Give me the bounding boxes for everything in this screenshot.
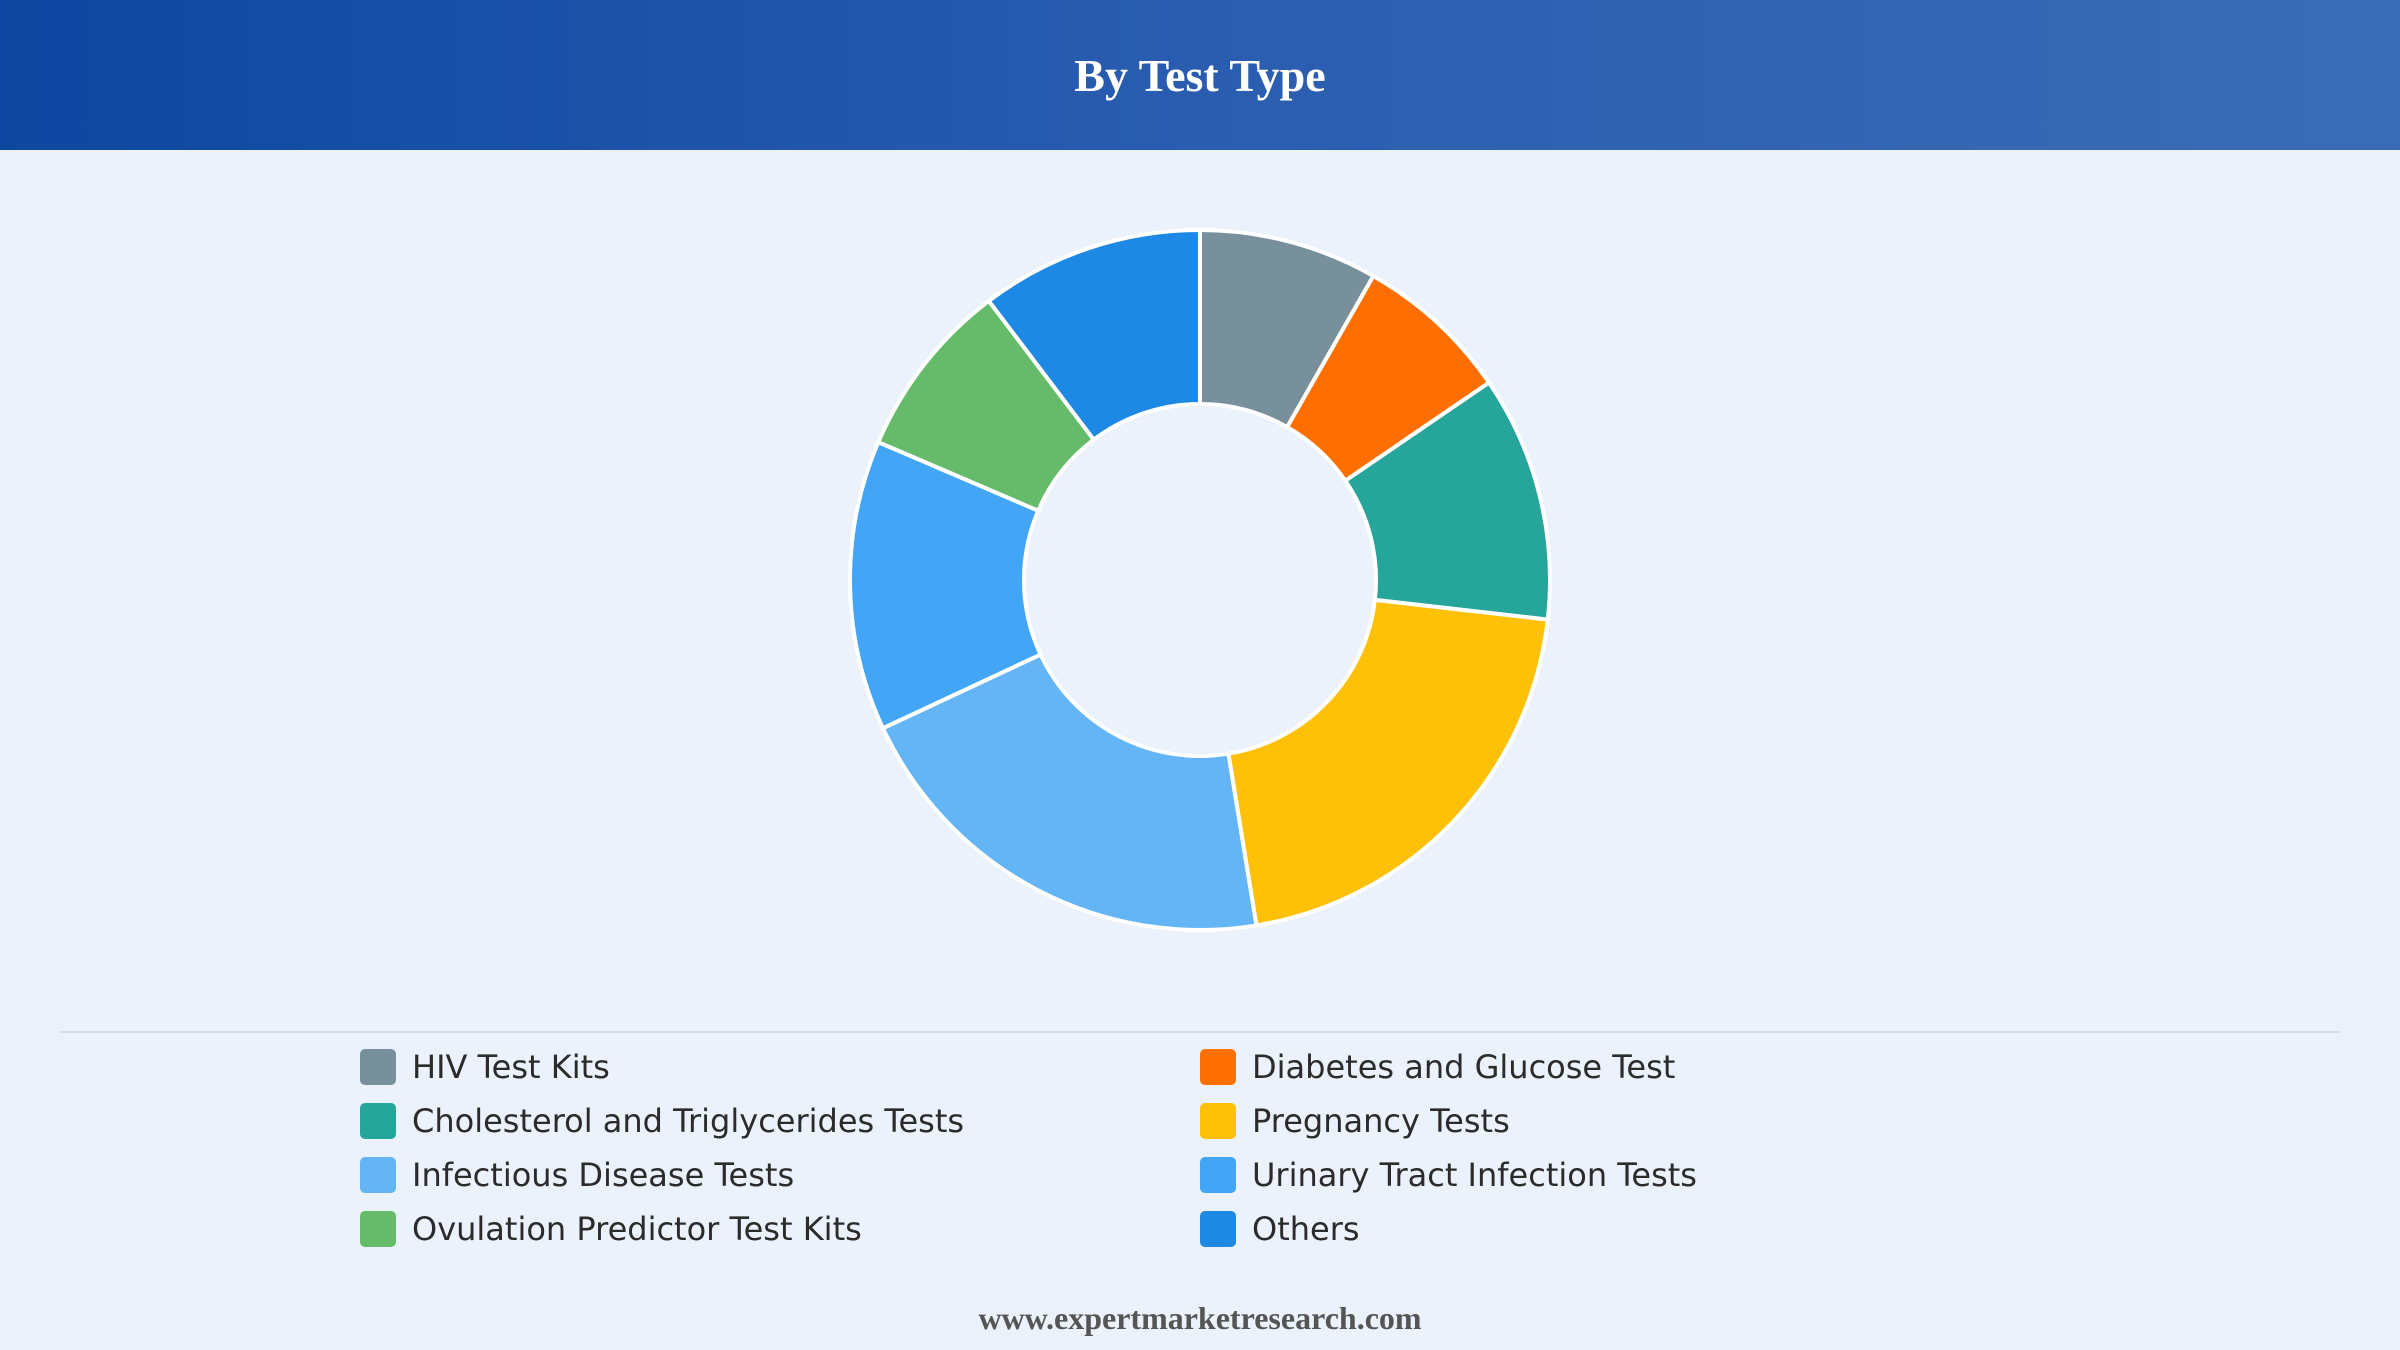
legend-label: HIV Test Kits — [412, 1048, 610, 1086]
donut-slice-others[interactable] — [986, 228, 1202, 442]
legend-divider — [60, 1031, 2340, 1033]
legend-swatch — [360, 1049, 396, 1085]
legend-item-infectious-disease-tests[interactable]: Infectious Disease Tests — [360, 1148, 794, 1202]
legend-item-others[interactable]: Others — [1200, 1202, 1360, 1256]
donut-slice-infectious-disease-tests[interactable] — [880, 652, 1259, 932]
legend-swatch — [360, 1157, 396, 1193]
legend-item-urinary-tract-infection-tests[interactable]: Urinary Tract Infection Tests — [1200, 1148, 1697, 1202]
legend-label: Others — [1252, 1210, 1360, 1248]
legend-item-ovulation-predictor-test-kits[interactable]: Ovulation Predictor Test Kits — [360, 1202, 862, 1256]
header-banner: By Test Type — [0, 0, 2400, 150]
donut-slice-urinary-tract-infection-tests[interactable] — [848, 440, 1043, 731]
legend-item-cholesterol-and-triglycerides-tests[interactable]: Cholesterol and Triglycerides Tests — [360, 1094, 964, 1148]
legend-label: Diabetes and Glucose Test — [1252, 1048, 1676, 1086]
legend-swatch — [1200, 1157, 1236, 1193]
legend-item-pregnancy-tests[interactable]: Pregnancy Tests — [1200, 1094, 1510, 1148]
chart-area — [0, 150, 2400, 1030]
legend-swatch — [1200, 1211, 1236, 1247]
donut-chart — [848, 228, 1552, 932]
chart-legend: HIV Test Kits Diabetes and Glucose Test Ch… — [0, 1040, 2400, 1260]
legend-label: Urinary Tract Infection Tests — [1252, 1156, 1697, 1194]
legend-swatch — [1200, 1049, 1236, 1085]
legend-label: Cholesterol and Triglycerides Tests — [412, 1102, 965, 1140]
donut-slice-pregnancy-tests[interactable] — [1226, 597, 1550, 928]
legend-swatch — [360, 1211, 396, 1247]
legend-item-hiv-test-kits[interactable]: HIV Test Kits — [360, 1040, 610, 1094]
legend-swatch — [1200, 1103, 1236, 1139]
chart-title: By Test Type — [1074, 49, 1326, 101]
legend-label: Ovulation Predictor Test Kits — [412, 1210, 862, 1248]
legend-label: Infectious Disease Tests — [412, 1156, 795, 1194]
legend-label: Pregnancy Tests — [1252, 1102, 1510, 1140]
footer-url: www.expertmarketresearch.com — [978, 1300, 1422, 1336]
legend-item-diabetes-and-glucose-test[interactable]: Diabetes and Glucose Test — [1200, 1040, 1675, 1094]
legend-swatch — [360, 1103, 396, 1139]
